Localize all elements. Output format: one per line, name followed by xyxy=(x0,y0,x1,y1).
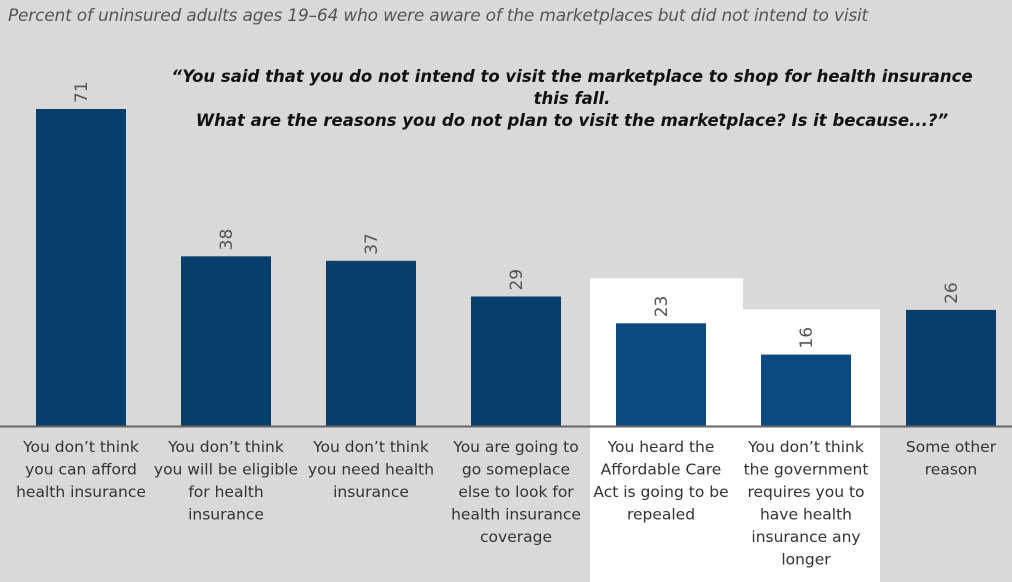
category-label: for health xyxy=(188,483,263,501)
category-label: Some other xyxy=(906,438,997,456)
data-label: 38 xyxy=(217,229,237,251)
data-label: 37 xyxy=(362,233,382,255)
category-label: You don’t think xyxy=(22,438,139,456)
category-label: you can afford xyxy=(25,461,137,479)
bar xyxy=(471,296,561,426)
question-annotation: “You said that you do not intend to visi… xyxy=(162,66,982,132)
bar xyxy=(616,323,706,426)
category-label: You don’t think xyxy=(312,438,429,456)
category-label: requires you to xyxy=(747,483,864,501)
data-label: 23 xyxy=(652,296,672,318)
category-label: insurance xyxy=(333,483,409,501)
category-label: you need health xyxy=(308,461,434,479)
category-label: insurance xyxy=(188,506,264,524)
bar xyxy=(906,309,996,426)
category-label: health insurance xyxy=(16,483,146,501)
chart-title: Percent of uninsured adults ages 19–64 w… xyxy=(8,6,868,26)
category-label: You don’t think xyxy=(167,438,284,456)
bar xyxy=(36,109,126,426)
category-label: You heard the xyxy=(607,438,715,456)
category-label: Affordable Care xyxy=(601,461,722,479)
category-label: repealed xyxy=(627,506,695,524)
bar xyxy=(181,256,271,426)
category-label: go someplace xyxy=(462,461,570,479)
data-label: 71 xyxy=(72,81,92,103)
data-label: 16 xyxy=(797,327,817,349)
category-label: you will be eligible xyxy=(154,461,298,479)
category-label: insurance any xyxy=(751,528,860,546)
bar xyxy=(761,354,851,426)
annotation-line: What are the reasons you do not plan to … xyxy=(195,111,949,130)
category-label: You don’t think xyxy=(747,438,864,456)
category-label: have health xyxy=(760,506,852,524)
category-label: coverage xyxy=(480,528,552,546)
category-label: health insurance xyxy=(451,506,581,524)
category-label: the government xyxy=(744,461,869,479)
bar xyxy=(326,260,416,426)
category-label: Act is going to be xyxy=(593,483,728,501)
data-label: 29 xyxy=(507,269,527,291)
data-label: 26 xyxy=(942,282,962,304)
category-label: longer xyxy=(781,551,831,569)
category-label: else to look for xyxy=(458,483,574,501)
annotation-line: “You said that you do not intend to visi… xyxy=(171,67,973,108)
category-label: You are going to xyxy=(452,438,578,456)
category-label: reason xyxy=(925,461,977,479)
